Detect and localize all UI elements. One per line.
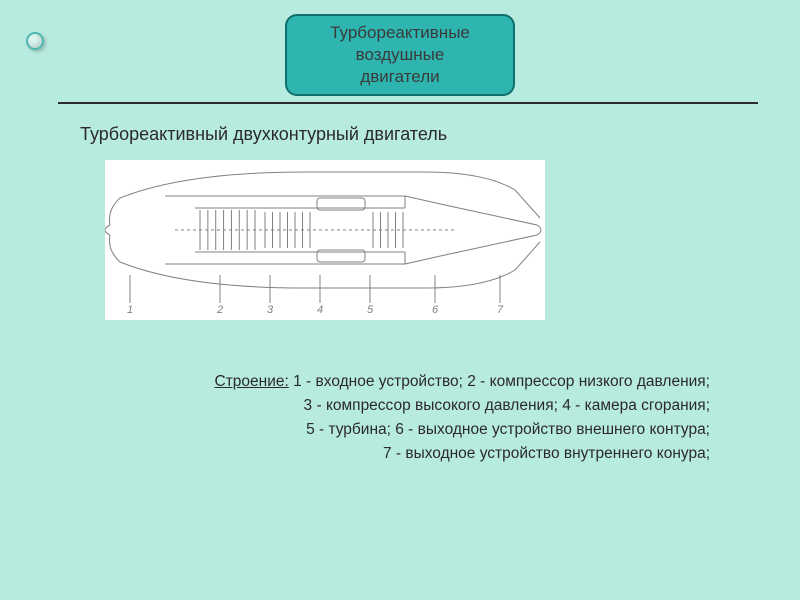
- legend-line-1: Строение: 1 - входное устройство; 2 - ко…: [90, 370, 710, 394]
- svg-text:2: 2: [216, 304, 223, 316]
- legend-block: Строение: 1 - входное устройство; 2 - ко…: [90, 370, 710, 466]
- legend-line-2: 3 - компрессор высокого давления; 4 - ка…: [90, 394, 710, 418]
- svg-text:7: 7: [497, 304, 504, 316]
- bullet-decor: [26, 32, 44, 50]
- svg-text:1: 1: [127, 304, 133, 316]
- svg-text:6: 6: [432, 304, 439, 316]
- legend-line-1-rest: 1 - входное устройство; 2 - компрессор н…: [289, 373, 710, 390]
- svg-text:5: 5: [367, 304, 374, 316]
- legend-line-3: 5 - турбина; 6 - выходное устройство вне…: [90, 418, 710, 442]
- svg-text:4: 4: [317, 304, 323, 316]
- slide: Турбореактивные воздушные двигатели Турб…: [0, 0, 800, 600]
- svg-text:3: 3: [267, 304, 274, 316]
- engine-diagram: 1 2 3 4 5 6 7: [105, 160, 545, 320]
- legend-line-4: 7 - выходное устройство внутреннего кону…: [90, 442, 710, 466]
- subtitle: Турбореактивный двухконтурный двигатель: [80, 124, 447, 145]
- title-line-3: двигатели: [297, 66, 503, 88]
- title-box: Турбореактивные воздушные двигатели: [285, 14, 515, 96]
- title-line-2: воздушные: [297, 44, 503, 66]
- divider: [58, 102, 758, 104]
- legend-label: Строение:: [215, 373, 289, 390]
- engine-svg: 1 2 3 4 5 6 7: [105, 160, 545, 320]
- title-line-1: Турбореактивные: [297, 22, 503, 44]
